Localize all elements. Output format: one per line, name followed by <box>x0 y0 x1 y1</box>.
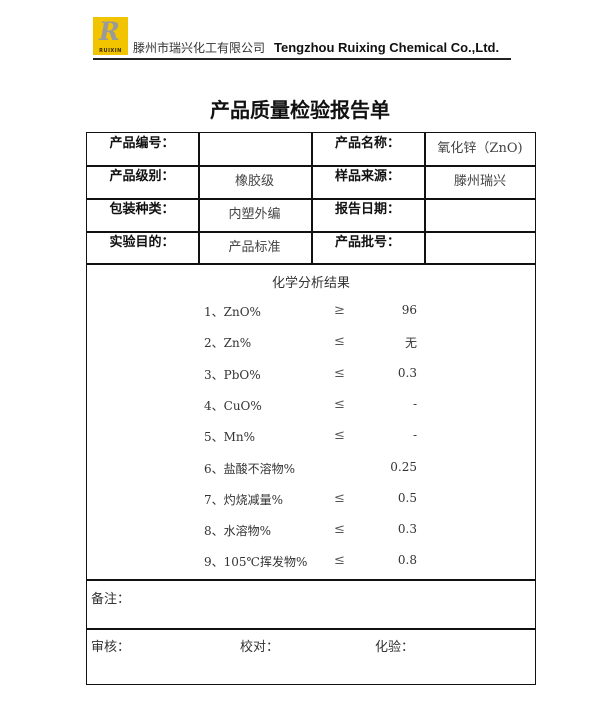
info-value: 内塑外编 <box>228 207 281 222</box>
divider <box>86 579 536 581</box>
info-value: 橡胶级 <box>234 174 274 189</box>
divider <box>86 628 536 630</box>
divider <box>424 132 426 264</box>
info-label: 样品来源： <box>334 169 400 184</box>
analysis-operator: ≤ <box>334 522 345 538</box>
info-value <box>424 198 536 231</box>
analysis-item: 4、CuO% <box>204 398 262 413</box>
info-value: 产品标准 <box>228 240 281 255</box>
page-title: 产品质量检验报告单 <box>210 98 390 122</box>
analysis-item: 2、Zn% <box>204 336 252 351</box>
info-label: 产品批号： <box>334 235 400 250</box>
logo-text: RUIXIN <box>99 48 122 54</box>
info-label: 产品级别： <box>109 169 175 184</box>
analysis-item: 7、灼烧减量% <box>204 492 284 507</box>
analysis-operator: ≤ <box>334 553 345 569</box>
analysis-operator: ≤ <box>334 365 345 381</box>
check-signature-label: 校对： <box>240 640 280 655</box>
info-label: 报告日期： <box>334 202 400 217</box>
header-rule <box>93 58 511 60</box>
test-signature-label: 化验： <box>375 640 415 655</box>
analysis-value: 0.8 <box>397 553 417 568</box>
info-value <box>424 231 536 264</box>
info-value <box>198 132 311 165</box>
info-value: 氧化锌（ZnO) <box>437 141 523 156</box>
analysis-operator: ≤ <box>334 428 345 444</box>
analysis-title: 化学分析结果 <box>271 276 350 291</box>
analysis-operator: ≥ <box>334 303 345 318</box>
divider <box>311 132 313 264</box>
analysis-value: 0.5 <box>397 490 417 505</box>
info-label: 实验目的： <box>109 235 175 250</box>
review-signature-label: 审核： <box>91 640 131 655</box>
info-label: 包装种类： <box>109 202 175 217</box>
analysis-value: 0.3 <box>397 522 417 537</box>
analysis-value: 无 <box>404 336 417 351</box>
analysis-value: - <box>412 396 417 411</box>
remarks-label: 备注： <box>91 592 131 607</box>
logo-r-mark: R <box>99 17 120 46</box>
company-name-en: Tengzhou Ruixing Chemical Co.,Ltd. <box>274 40 500 55</box>
analysis-item: 5、Mn% <box>204 430 256 445</box>
company-name-cn: 滕州市瑞兴化工有限公司 <box>133 41 266 55</box>
analysis-item: 1、ZnO% <box>204 305 261 319</box>
analysis-value: 96 <box>401 303 417 317</box>
analysis-operator: ≤ <box>334 396 345 412</box>
info-label: 产品编号： <box>109 136 175 151</box>
company-logo: R RUIXIN <box>93 17 128 55</box>
analysis-operator: ≤ <box>334 334 345 350</box>
divider <box>198 132 200 264</box>
analysis-item: 9、105℃挥发物% <box>204 555 308 570</box>
analysis-operator: ≤ <box>334 490 345 506</box>
analysis-item: 6、盐酸不溶物% <box>204 461 296 476</box>
info-value: 滕州瑞兴 <box>453 174 506 189</box>
analysis-item: 8、水溶物% <box>204 524 272 539</box>
analysis-value: - <box>412 428 417 443</box>
info-label: 产品名称： <box>334 136 400 151</box>
analysis-value: 0.3 <box>397 365 417 380</box>
analysis-item: 3、PbO% <box>204 367 261 382</box>
analysis-value: 0.25 <box>390 459 417 474</box>
